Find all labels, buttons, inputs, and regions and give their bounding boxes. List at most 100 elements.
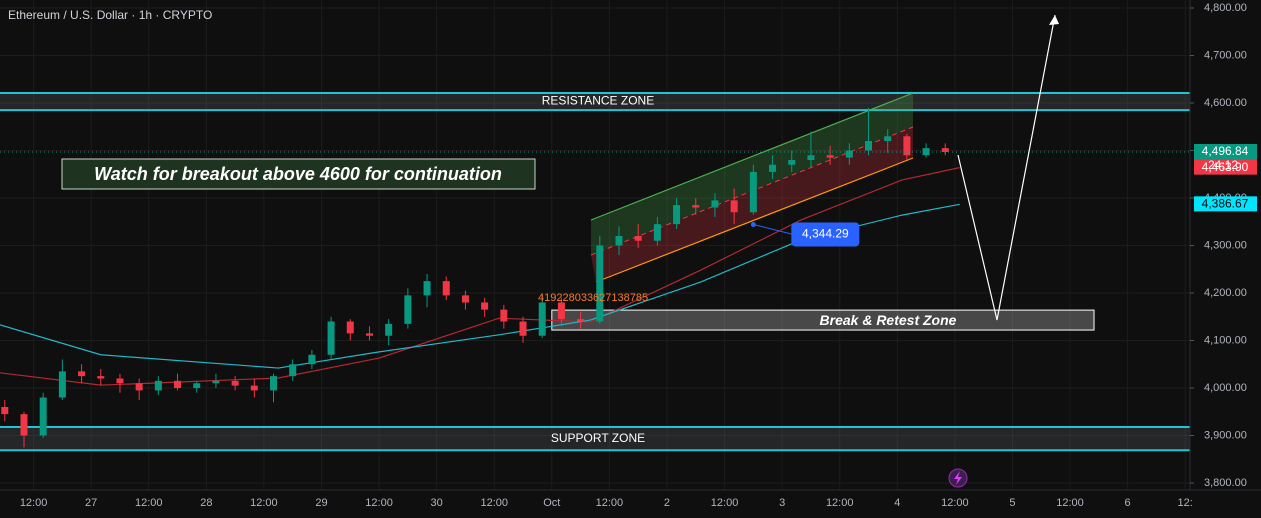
note: Watch for breakout above 4600 for contin… [94, 164, 502, 184]
y-tick-label: 4,000.00 [1204, 382, 1247, 394]
candle-body [461, 295, 469, 303]
y-tick-label: 3,900.00 [1204, 429, 1247, 441]
x-tick-label: 3 [779, 497, 785, 509]
candle-body [538, 302, 546, 336]
projection-arrow [957, 14, 1056, 321]
candle-body [97, 376, 105, 379]
candle-body [78, 371, 86, 377]
candle-body [404, 295, 412, 324]
candle-body [270, 376, 278, 391]
callout-label: 4,344.29 [802, 227, 849, 241]
x-tick-label: 12:00 [711, 497, 739, 509]
candle-body [500, 309, 508, 322]
x-tick-label: 6 [1125, 497, 1131, 509]
callout-box [791, 222, 860, 247]
candle-body [692, 205, 700, 208]
candle-body [557, 302, 565, 320]
zone-label: RESISTANCE ZONE [542, 94, 654, 108]
y-tick-label: 4,200.00 [1204, 287, 1247, 299]
candle-body [154, 380, 162, 391]
zone-label: SUPPORT ZONE [551, 431, 645, 445]
candle-body [845, 150, 853, 158]
y-tick-label: 4,600.00 [1204, 97, 1247, 109]
candle-body [1, 407, 9, 415]
candle-body [519, 321, 527, 336]
candle-body [308, 354, 316, 365]
candle-body [423, 281, 431, 296]
x-tick-label: 12: [1178, 497, 1193, 509]
x-tick-label: 30 [431, 497, 443, 509]
candle-body [385, 323, 393, 336]
candle-body [634, 236, 642, 241]
candle-body [20, 414, 28, 436]
axes: 3,800.00 3,900.00 4,000.00 4,100.00 4,200.00… [20, 2, 1257, 509]
y-tick-label: 4,700.00 [1204, 49, 1247, 61]
candle-body [596, 245, 604, 322]
x-tick-label: 2 [664, 497, 670, 509]
x-tick-label: 12:00 [596, 497, 624, 509]
x-tick-label: 28 [200, 497, 212, 509]
candle-body [212, 380, 220, 384]
zones: RESISTANCE ZONE SUPPORT ZONE Break & Retes… [0, 92, 1190, 452]
note-box [61, 158, 536, 190]
y-tick-label: 4,800.00 [1204, 2, 1247, 14]
candle-body [346, 321, 354, 334]
x-tick-label: 12:00 [365, 497, 393, 509]
zone-band [0, 93, 1190, 111]
candle-body [289, 364, 297, 377]
candle-body [365, 333, 373, 336]
candle-body [250, 385, 258, 391]
candle-body [711, 200, 719, 208]
candle-body [174, 380, 182, 388]
x-tick-label: Oct [543, 497, 560, 509]
candle-body [749, 171, 757, 213]
x-tick-label: 4 [894, 497, 900, 509]
arrow-head [1049, 15, 1059, 25]
y-tick-label: 4,300.00 [1204, 239, 1247, 251]
candle-body [481, 302, 489, 310]
candle-body [730, 200, 738, 213]
zone-band [0, 426, 1190, 451]
channel-bottom-line [595, 157, 914, 283]
candle-body [653, 224, 661, 241]
candle-body [577, 319, 585, 322]
candle-body [788, 160, 796, 165]
chart-title: Ethereum / U.S. Dollar · 1h · CRYPTO [8, 8, 212, 22]
price-label: 4,463.90 [1202, 160, 1249, 174]
orange-text: 419228033627138785 [538, 292, 648, 304]
candle-body [922, 148, 930, 156]
candle-body [865, 141, 873, 151]
x-tick-label: 12:00 [135, 497, 163, 509]
candle-body [193, 383, 201, 388]
y-tick-label: 4,100.00 [1204, 334, 1247, 346]
x-tick-label: 12:00 [1056, 497, 1084, 509]
countdown: 24:12 [1208, 158, 1238, 172]
candle-body [615, 236, 623, 246]
x-tick-label: 29 [315, 497, 327, 509]
x-tick-label: 12:00 [480, 497, 508, 509]
candle-body [442, 281, 450, 296]
price-label: 4,386.67 [1202, 197, 1249, 211]
candle-body [673, 205, 681, 225]
candle-body [826, 155, 834, 158]
x-tick-label: 12:00 [941, 497, 969, 509]
candle-body [884, 136, 892, 141]
candle-body [58, 371, 66, 398]
price-label-box [1194, 196, 1257, 212]
candle-body [39, 397, 47, 436]
retest-zone-label: Break & Retest Zone [820, 312, 957, 328]
lightning-glyph [954, 471, 962, 485]
candle-body [941, 148, 949, 153]
channel-top-line [590, 92, 914, 221]
candle-body [231, 380, 239, 386]
callout-leader [753, 223, 794, 235]
price-label: 4,496.84 [1202, 144, 1249, 158]
x-tick-label: 12:00 [826, 497, 854, 509]
y-tick-label: 3,800.00 [1204, 477, 1247, 489]
x-tick-label: 27 [85, 497, 97, 509]
candle-body [135, 383, 143, 391]
candle-body [327, 321, 335, 355]
candle-body [769, 164, 777, 172]
